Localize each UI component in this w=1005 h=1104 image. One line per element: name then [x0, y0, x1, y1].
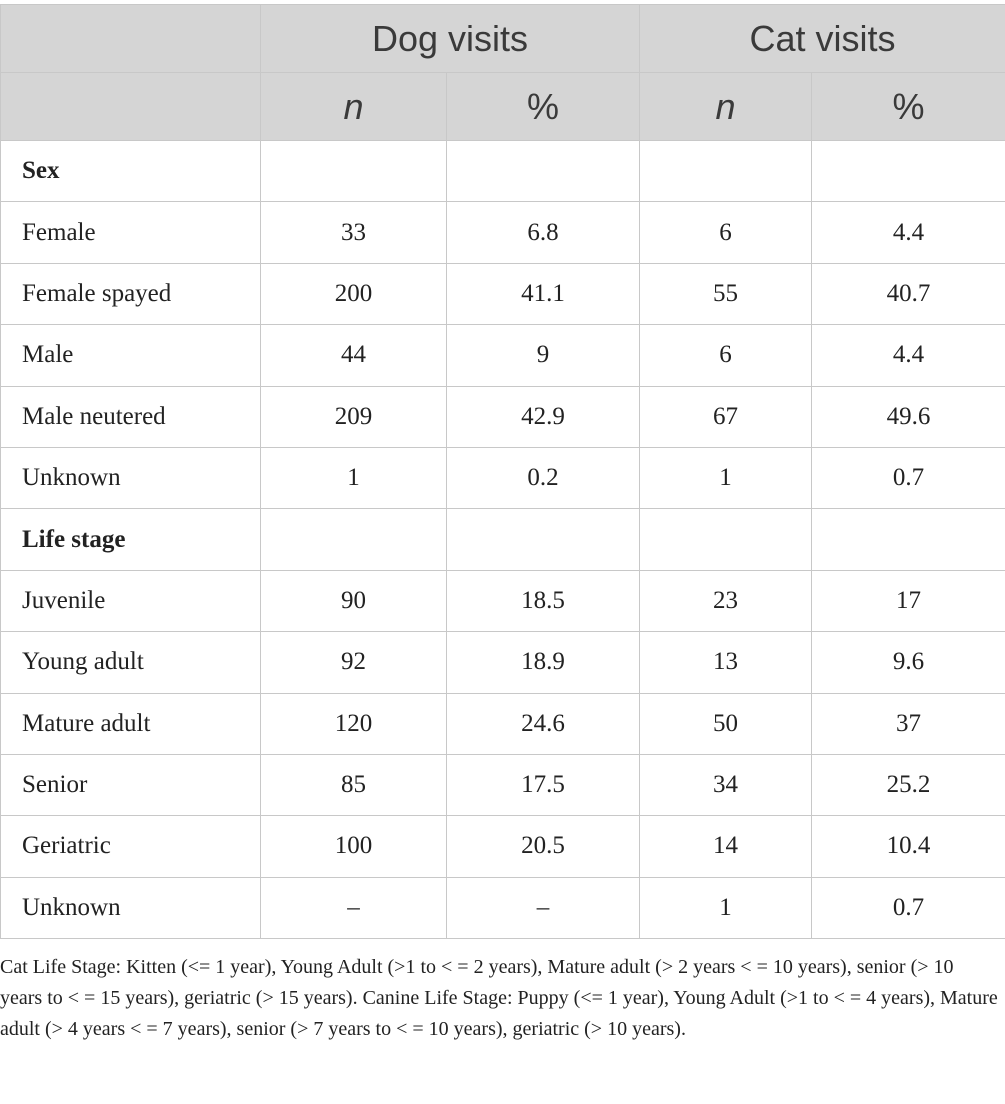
dog-percent-cell [445, 508, 641, 571]
table-body: Sex Female 33 6.8 6 4.4 Female spayed 200 41.1 55… [0, 139, 1005, 940]
dog-n-cell: 200 [260, 262, 447, 326]
row-label: Young adult [0, 631, 261, 694]
cat-percent-cell [811, 139, 1005, 203]
table-footnote: Cat Life Stage: Kitten (<= 1 year), Youn… [0, 956, 998, 1040]
dog-percent-cell: 9 [445, 324, 641, 387]
dog-percent-cell [445, 139, 641, 203]
cat-n-cell [639, 508, 813, 571]
cat-n-cell [639, 139, 813, 203]
header-subheader-row: n % n % [0, 72, 1005, 141]
header-dog-visits: Dog visits [259, 4, 641, 73]
cat-n-cell: 55 [639, 262, 813, 326]
table-row: Senior 85 17.5 34 25.2 [0, 753, 1005, 817]
row-label: Female spayed [0, 262, 261, 326]
cat-percent-cell: 49.6 [811, 385, 1005, 448]
subheader-dog-n: n [260, 72, 447, 141]
subheader-dog-percent: % [445, 72, 641, 141]
dog-percent-cell: 42.9 [445, 385, 641, 448]
table-header: Dog visits Cat visits n % n % [0, 4, 1005, 141]
cat-n-cell: 67 [639, 385, 813, 448]
subheader-cat-percent: % [811, 72, 1005, 141]
section-label: Sex [0, 139, 261, 203]
cat-n-cell: 50 [639, 692, 813, 755]
table-row: Unknown – –1 0.7 [0, 876, 1005, 940]
cat-percent-cell: 4.4 [811, 201, 1005, 264]
dog-percent-cell: 6.8 [445, 201, 641, 264]
dog-n-cell: 209 [260, 385, 447, 448]
cat-n-cell: 13 [639, 631, 813, 694]
data-table: Dog visits Cat visits n % n % Sex Female 3… [0, 4, 1005, 940]
cat-n-cell: 23 [639, 569, 813, 633]
table-row: Juvenile 90 18.5 23 17 [0, 569, 1005, 633]
table-row: Geriatric 100 20.5 14 10.4 [0, 815, 1005, 878]
dog-n-cell: 92 [260, 631, 447, 694]
dog-percent-cell: – [445, 876, 641, 940]
cat-percent-cell: 9.6 [811, 631, 1005, 694]
cat-n-cell: 6 [639, 324, 813, 387]
dog-percent-cell: 20.5 [445, 815, 641, 878]
cat-percent-cell: 0.7 [811, 876, 1005, 940]
cat-percent-cell: 40.7 [811, 262, 1005, 326]
row-label: Juvenile [0, 569, 261, 633]
row-label: Male [0, 324, 261, 387]
row-label: Unknown [0, 446, 261, 510]
table-row: Young adult 92 18.9 13 9.6 [0, 631, 1005, 694]
dog-percent-cell: 17.5 [445, 753, 641, 817]
dog-percent-cell: 18.5 [445, 569, 641, 633]
dog-n-cell: 44 [260, 324, 447, 387]
dog-n-cell: – [260, 876, 447, 940]
cat-percent-cell: 0.7 [811, 446, 1005, 510]
table-row: Unknown 1 0.2 1 0.7 [0, 446, 1005, 510]
dog-n-cell: 85 [260, 753, 447, 817]
table-row: Male neutered 209 42.9 67 49.6 [0, 385, 1005, 448]
section-header-row: Sex [0, 139, 1005, 203]
cat-percent-cell: 4.4 [811, 324, 1005, 387]
row-label: Geriatric [0, 815, 261, 878]
dog-n-cell: 90 [260, 569, 447, 633]
dog-percent-cell: 0.2 [445, 446, 641, 510]
cat-percent-cell: 25.2 [811, 753, 1005, 817]
dog-percent-cell: 41.1 [445, 262, 641, 326]
section-header-row: Life stage [0, 508, 1005, 571]
header-cat-visits: Cat visits [639, 4, 1005, 73]
cat-n-cell: 1 [639, 446, 813, 510]
cat-n-cell: 1 [639, 876, 813, 940]
table-row: Female spayed 200 41.1 55 40.7 [0, 262, 1005, 326]
dog-percent-cell: 18.9 [445, 631, 641, 694]
header-group-row: Dog visits Cat visits [0, 4, 1005, 73]
cat-n-cell: 6 [639, 201, 813, 264]
cat-n-cell: 34 [639, 753, 813, 817]
header-corner-cell [0, 4, 261, 73]
dog-n-cell: 1 [260, 446, 447, 510]
cat-percent-cell [811, 508, 1005, 571]
dog-n-cell: 100 [260, 815, 447, 878]
table-row: Female 33 6.8 6 4.4 [0, 201, 1005, 264]
dog-n-cell: 33 [260, 201, 447, 264]
dog-n-cell [260, 139, 447, 203]
row-label: Female [0, 201, 261, 264]
section-label: Life stage [0, 508, 261, 571]
row-label: Senior [0, 753, 261, 817]
cat-percent-cell: 37 [811, 692, 1005, 755]
table-row: Mature adult 120 24.6 50 37 [0, 692, 1005, 755]
row-label: Mature adult [0, 692, 261, 755]
cat-percent-cell: 17 [811, 569, 1005, 633]
table-row: Male 44 9 6 4.4 [0, 324, 1005, 387]
dog-n-cell: 120 [260, 692, 447, 755]
header-corner-cell [0, 72, 261, 141]
dog-percent-cell: 24.6 [445, 692, 641, 755]
cat-percent-cell: 10.4 [811, 815, 1005, 878]
subheader-cat-n: n [639, 72, 813, 141]
row-label: Male neutered [0, 385, 261, 448]
cat-n-cell: 14 [639, 815, 813, 878]
dog-n-cell [260, 508, 447, 571]
row-label: Unknown [0, 876, 261, 940]
